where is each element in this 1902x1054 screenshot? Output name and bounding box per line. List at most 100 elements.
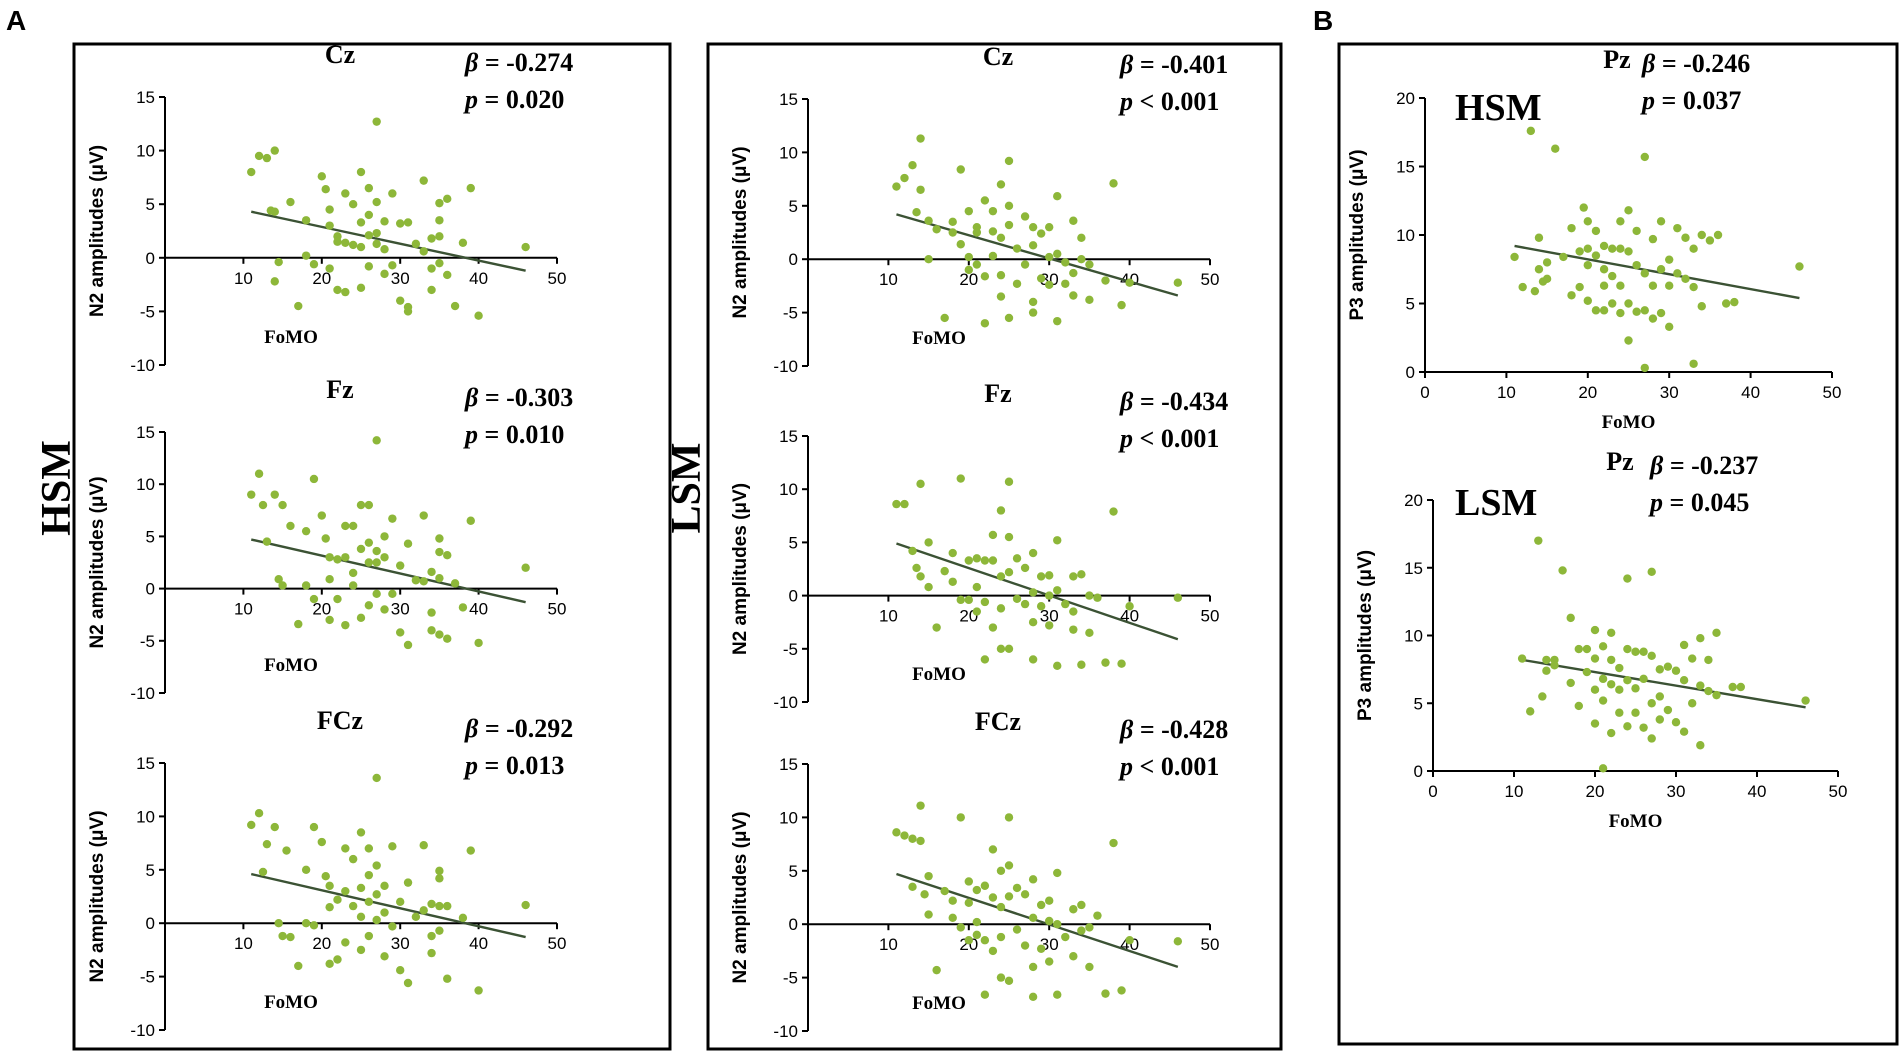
x-axis-label: FoMO — [912, 993, 966, 1014]
data-point — [286, 521, 295, 531]
data-point — [1036, 229, 1046, 238]
data-point — [1550, 661, 1559, 670]
x-axis-label: FoMO — [264, 655, 318, 676]
data-point — [948, 548, 957, 558]
y-axis-label: P3 amplitudes (μV) — [1355, 550, 1376, 721]
data-point — [466, 846, 475, 855]
data-point — [1575, 247, 1584, 256]
y-tick-label: -5 — [140, 632, 155, 651]
data-point — [996, 572, 1006, 581]
data-point — [924, 871, 933, 881]
y-tick-label: 5 — [146, 195, 155, 214]
data-point — [1125, 602, 1134, 611]
data-point — [1517, 654, 1527, 663]
chart-lsm-pz: 0 5 10 15 20 0 10 20 30 40 50 FoMO P3 amplitudes (μV… — [1355, 447, 1847, 832]
data-point — [1591, 226, 1601, 236]
p-symbol: p — [463, 420, 478, 449]
data-point — [1004, 156, 1014, 166]
data-point — [309, 594, 319, 604]
data-point — [1647, 651, 1656, 661]
data-point — [956, 923, 965, 932]
y-tick-label: -10 — [773, 693, 798, 712]
data-point — [1069, 625, 1078, 634]
data-point — [1608, 244, 1617, 253]
data-point — [435, 874, 444, 883]
data-point — [254, 469, 264, 478]
data-point — [1069, 572, 1078, 581]
x-tick-label: 10 — [1497, 383, 1516, 402]
p-symbol: p — [1118, 424, 1133, 453]
data-point — [435, 630, 444, 639]
data-point — [1607, 628, 1616, 637]
data-point — [956, 595, 965, 605]
regression-line — [1521, 658, 1806, 709]
x-tick-label: 0 — [1428, 782, 1437, 801]
data-point — [356, 167, 366, 177]
data-point — [1069, 607, 1078, 616]
y-tick-label: 5 — [789, 197, 798, 216]
data-point — [1045, 896, 1054, 905]
data-point — [356, 828, 366, 837]
data-point — [1020, 941, 1030, 950]
data-point — [1109, 838, 1118, 848]
data-point — [1045, 621, 1054, 630]
p-stat: p = 0.045 — [1648, 488, 1749, 517]
data-point — [1077, 926, 1086, 935]
chart-hsm-pz: 0 5 10 15 20 0 10 20 30 40 50 FoMO P3 amplitudes (μV… — [1347, 45, 1841, 433]
y-tick-label: 15 — [136, 754, 155, 773]
regression-line — [896, 872, 1179, 969]
p-symbol: p — [463, 85, 478, 114]
data-point — [932, 965, 941, 975]
data-point — [1551, 144, 1560, 153]
data-point — [1616, 217, 1625, 226]
data-point — [1736, 682, 1746, 692]
data-point — [1696, 681, 1705, 690]
y-tick-label: 5 — [789, 862, 798, 881]
x-tick-label: 30 — [1040, 607, 1059, 626]
data-point — [466, 183, 475, 193]
p-value: = 0.020 — [478, 85, 564, 114]
data-point — [1028, 297, 1038, 307]
data-point — [1530, 286, 1540, 296]
data-point — [380, 245, 389, 254]
data-point — [916, 572, 925, 581]
y-axis-label: N2 amplitudes (μV) — [730, 811, 751, 983]
data-point — [1012, 554, 1022, 563]
y-tick-label: -5 — [140, 302, 155, 321]
data-point — [1705, 236, 1715, 245]
data-point — [1583, 244, 1593, 253]
data-point — [270, 490, 279, 499]
data-point — [916, 836, 925, 846]
data-point — [247, 490, 256, 499]
data-point — [388, 842, 397, 851]
data-point — [396, 219, 405, 228]
y-axis-label: N2 amplitudes (μV) — [87, 476, 108, 648]
data-point — [920, 890, 929, 899]
data-point — [403, 539, 413, 548]
data-point — [972, 930, 982, 940]
data-point — [1004, 201, 1014, 210]
data-point — [474, 638, 483, 648]
y-tick-label: -10 — [130, 356, 155, 375]
data-point — [1688, 699, 1697, 708]
data-point — [1721, 299, 1731, 308]
data-point — [1077, 660, 1086, 669]
y-tick-label: 15 — [1396, 158, 1415, 177]
data-point — [1583, 217, 1593, 226]
frame-p3 — [1337, 42, 1899, 1046]
data-point — [1655, 692, 1665, 701]
y-tick-label: -5 — [140, 968, 155, 987]
chart-hsm-cz: -10 -5 0 5 10 15 10 20 30 40 50 FoMO N2 amplitudes (… — [87, 40, 573, 375]
data-point — [988, 893, 998, 902]
data-point — [254, 151, 264, 161]
data-point — [1615, 685, 1624, 694]
data-point — [1631, 708, 1640, 717]
data-point — [1542, 655, 1551, 665]
data-point — [1640, 152, 1649, 162]
data-point — [372, 239, 381, 249]
data-point — [1607, 680, 1616, 689]
beta-symbol: β — [1119, 50, 1134, 79]
data-point — [380, 532, 389, 541]
y-axis-label: N2 amplitudes (μV) — [730, 146, 751, 318]
